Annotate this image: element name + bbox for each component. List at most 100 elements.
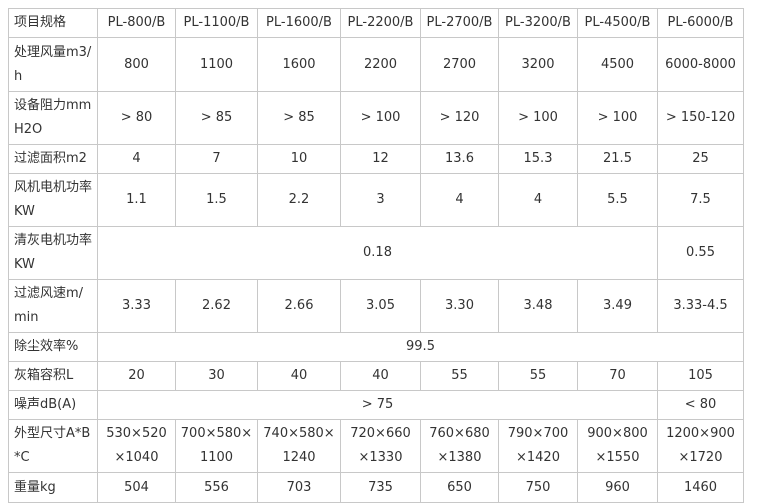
cell: 15.3 <box>498 144 578 174</box>
cell: 6000-8000 <box>657 37 744 92</box>
cell: PL-6000/B <box>657 8 744 38</box>
cell: 3.33 <box>97 279 176 333</box>
table-row: 过滤面积m2 4 7 10 12 13.6 15.3 21.5 25 <box>8 144 744 174</box>
table-row: 噪声dB(A) > 75 < 80 <box>8 390 744 420</box>
cell: 2.62 <box>175 279 258 333</box>
cell: 4500 <box>577 37 658 92</box>
cell: 3.48 <box>498 279 578 333</box>
cell: 2.66 <box>257 279 341 333</box>
cell: 700×580×1100 <box>175 419 258 473</box>
cell: 735 <box>340 472 421 503</box>
cell: 650 <box>420 472 499 503</box>
cell: 720×660×1330 <box>340 419 421 473</box>
row-label: 除尘效率% <box>8 332 98 362</box>
row-label: 项目规格 <box>8 8 98 38</box>
cell: 800 <box>97 37 176 92</box>
cell: > 100 <box>340 91 421 145</box>
cell: > 80 <box>97 91 176 145</box>
cell: 21.5 <box>577 144 658 174</box>
cell: > 85 <box>257 91 341 145</box>
cell: 20 <box>97 361 176 391</box>
table-row: 项目规格 PL-800/B PL-1100/B PL-1600/B PL-2200/B P… <box>8 8 744 38</box>
cell: 7.5 <box>657 173 744 227</box>
cell: 2.2 <box>257 173 341 227</box>
cell: 70 <box>577 361 658 391</box>
table-row: 设备阻力mmH2O > 80 > 85 > 85 > 100 > 120 > 100 > 10… <box>8 91 744 145</box>
cell: PL-2700/B <box>420 8 499 38</box>
cell: 556 <box>175 472 258 503</box>
table-row: 处理风量m3/h 800 1100 1600 2200 2700 3200 4500 6000-… <box>8 37 744 92</box>
cell: 99.5 <box>97 332 744 362</box>
cell: 1460 <box>657 472 744 503</box>
cell: > 120 <box>420 91 499 145</box>
cell: 55 <box>420 361 499 391</box>
cell: 55 <box>498 361 578 391</box>
cell: 1.5 <box>175 173 258 227</box>
cell: > 100 <box>577 91 658 145</box>
cell: 105 <box>657 361 744 391</box>
cell: 5.5 <box>577 173 658 227</box>
cell: 2200 <box>340 37 421 92</box>
cell: 900×800×1550 <box>577 419 658 473</box>
row-label: 过滤面积m2 <box>8 144 98 174</box>
cell: 4 <box>498 173 578 227</box>
row-label: 重量kg <box>8 472 98 503</box>
cell: 4 <box>420 173 499 227</box>
cell: PL-1100/B <box>175 8 258 38</box>
cell: > 150-120 <box>657 91 744 145</box>
cell: PL-2200/B <box>340 8 421 38</box>
cell: 3 <box>340 173 421 227</box>
cell: 3.05 <box>340 279 421 333</box>
cell: PL-4500/B <box>577 8 658 38</box>
cell: 2700 <box>420 37 499 92</box>
row-label: 过滤风速m/min <box>8 279 98 333</box>
cell: 7 <box>175 144 258 174</box>
table-row: 灰箱容积L 20 30 40 40 55 55 70 105 <box>8 361 744 391</box>
cell: 530×520×1040 <box>97 419 176 473</box>
cell: 960 <box>577 472 658 503</box>
cell: 3.33-4.5 <box>657 279 744 333</box>
cell: 25 <box>657 144 744 174</box>
row-label: 设备阻力mmH2O <box>8 91 98 145</box>
row-label: 清灰电机功率KW <box>8 226 98 280</box>
cell: 3.30 <box>420 279 499 333</box>
table-row: 风机电机功率KW 1.1 1.5 2.2 3 4 4 5.5 7.5 <box>8 173 744 227</box>
cell: 3200 <box>498 37 578 92</box>
cell: > 85 <box>175 91 258 145</box>
cell: 0.18 <box>97 226 658 280</box>
cell: 1200×900×1720 <box>657 419 744 473</box>
spec-table: 项目规格 PL-800/B PL-1100/B PL-1600/B PL-2200/B P… <box>8 8 744 503</box>
cell: 30 <box>175 361 258 391</box>
table-row: 清灰电机功率KW 0.18 0.55 <box>8 226 744 280</box>
table-row: 外型尺寸A*B*C 530×520×1040 700×580×1100 740×580… <box>8 419 744 473</box>
cell: 40 <box>257 361 341 391</box>
cell: PL-3200/B <box>498 8 578 38</box>
table-row: 除尘效率% 99.5 <box>8 332 744 362</box>
cell: 703 <box>257 472 341 503</box>
cell: 504 <box>97 472 176 503</box>
cell: 1.1 <box>97 173 176 227</box>
cell: 1100 <box>175 37 258 92</box>
cell: 740×580×1240 <box>257 419 341 473</box>
cell: 13.6 <box>420 144 499 174</box>
table-row: 重量kg 504 556 703 735 650 750 960 1460 <box>8 472 744 503</box>
cell: 12 <box>340 144 421 174</box>
cell: PL-1600/B <box>257 8 341 38</box>
cell: 790×700×1420 <box>498 419 578 473</box>
cell: > 75 <box>97 390 658 420</box>
cell: PL-800/B <box>97 8 176 38</box>
row-label: 外型尺寸A*B*C <box>8 419 98 473</box>
row-label: 灰箱容积L <box>8 361 98 391</box>
row-label: 处理风量m3/h <box>8 37 98 92</box>
cell: > 100 <box>498 91 578 145</box>
cell: 750 <box>498 472 578 503</box>
table-row: 过滤风速m/min 3.33 2.62 2.66 3.05 3.30 3.48 3.49 3.3… <box>8 279 744 333</box>
cell: 1600 <box>257 37 341 92</box>
cell: 40 <box>340 361 421 391</box>
cell: 10 <box>257 144 341 174</box>
row-label: 风机电机功率KW <box>8 173 98 227</box>
cell: 760×680×1380 <box>420 419 499 473</box>
cell: 4 <box>97 144 176 174</box>
cell: 3.49 <box>577 279 658 333</box>
